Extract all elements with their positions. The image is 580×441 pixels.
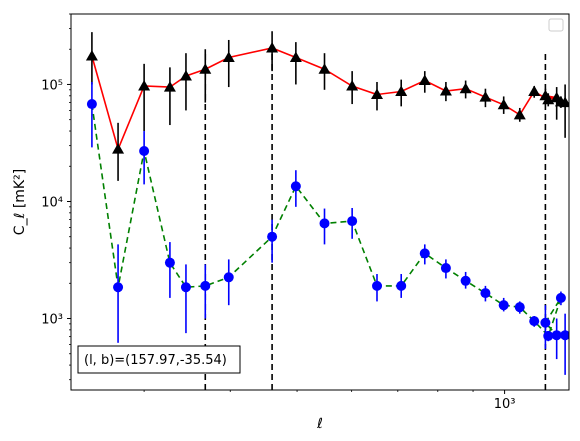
circle-marker-22 (540, 317, 551, 328)
circle-marker-23 (551, 330, 562, 341)
triangle-marker-19 (528, 85, 541, 97)
circle-marker-18 (514, 302, 525, 313)
triangle-marker-6 (222, 51, 235, 62)
circle-marker-3 (164, 257, 175, 268)
x-axis-label: ℓ (316, 416, 323, 432)
circle-marker-5 (200, 280, 211, 291)
circle-marker-2 (139, 146, 150, 157)
y-tick-label: 10⁴ (41, 195, 63, 210)
circle-marker-21 (555, 292, 566, 303)
triangle-marker-23 (550, 91, 563, 103)
circle-marker-1 (113, 282, 124, 293)
circle-marker-17 (498, 300, 509, 311)
circle-marker-8 (290, 181, 301, 192)
y-axis-ticks: 10³ 10⁴ 10⁵ (41, 13, 71, 381)
triangle-marker-18 (513, 108, 526, 120)
circle-marker-4 (180, 282, 191, 293)
circle-marker-14 (440, 263, 451, 274)
circle-marker-7 (267, 231, 278, 242)
triangle-marker-14 (439, 84, 452, 96)
triangle-marker-2 (138, 80, 151, 91)
x-axis-ticks: 10³ (143, 390, 516, 412)
circle-marker-16 (480, 288, 491, 299)
triangle-marker-3 (163, 81, 176, 92)
triangle-marker-12 (395, 85, 408, 97)
triangle-marker-16 (479, 91, 492, 102)
circle-marker-19 (529, 316, 540, 327)
x-tick-label: 10³ (494, 397, 516, 412)
triangle-marker-24 (559, 96, 569, 108)
triangle-marker-15 (459, 82, 472, 94)
triangle-marker-0 (85, 50, 98, 61)
triangle-marker-10 (346, 80, 359, 91)
y-tick-label: 10⁵ (41, 78, 63, 93)
data-markers (85, 41, 569, 341)
circle-marker-24 (560, 330, 569, 341)
triangle-marker-8 (289, 51, 302, 62)
annotation-box (77, 345, 241, 374)
circle-marker-20 (543, 330, 554, 341)
triangle-marker-4 (179, 70, 192, 81)
annotation-text: (l, b)=(157.97,-35.54) (84, 353, 227, 368)
triangle-marker-17 (497, 98, 510, 110)
triangle-marker-7 (266, 41, 279, 53)
plot-area (71, 14, 569, 390)
circle-marker-6 (223, 272, 234, 283)
y-tick-label: 10³ (41, 313, 63, 328)
circle-marker-12 (396, 280, 407, 291)
circle-marker-15 (460, 275, 471, 286)
triangle-marker-22 (539, 89, 552, 101)
triangle-marker-5 (199, 63, 212, 74)
triangle-marker-11 (370, 88, 383, 100)
circle-marker-9 (319, 218, 330, 229)
vertical-lines (204, 51, 547, 390)
triangle-marker-1 (112, 143, 125, 154)
triangle-marker-13 (418, 74, 431, 86)
circle-marker-0 (86, 99, 97, 110)
circle-marker-11 (371, 280, 382, 291)
circle-marker-10 (347, 216, 358, 227)
triangle-marker-9 (318, 63, 331, 74)
legend-box (548, 18, 564, 32)
plot-frame (70, 13, 570, 391)
y-axis-label: C_ℓ [mK²] (12, 169, 28, 235)
circle-marker-13 (419, 248, 430, 259)
